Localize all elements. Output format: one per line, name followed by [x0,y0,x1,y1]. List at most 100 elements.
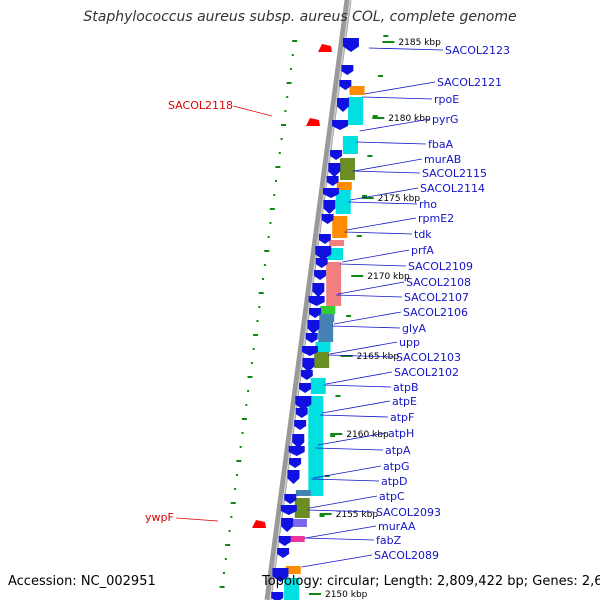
gene-label: rho [419,198,437,211]
label-leader [337,281,405,295]
gene-label: atpE [392,395,417,408]
gc-skew-mark [278,152,281,154]
label-leader [327,354,395,358]
gene-arrow [281,518,294,532]
cog-block [295,490,311,496]
rrna-marker [306,118,320,126]
label-leader [309,495,378,509]
gc-skew-mark [281,124,287,126]
cog-block [308,396,324,496]
gene-label: atpD [381,475,408,488]
gc-skew-mark [286,82,292,84]
gc-skew-mark [219,586,225,588]
gc-skew-mark [269,208,275,210]
label-leader [348,201,418,205]
cog-block [336,182,352,190]
gene-arrow [332,120,349,130]
gene-arrow [284,494,297,504]
kbp-tick-label: 2155 kbp [336,510,379,520]
gc-skew-mark [286,96,289,98]
gene-arrow [301,346,318,356]
gc-skew-mark [256,320,259,322]
gc-skew-mark [236,460,242,462]
cog-block [294,498,310,518]
gene-arrow [339,80,352,90]
gc-skew-mark [241,418,247,420]
gene-arrow [300,370,313,380]
gene-arrow [272,568,289,582]
cog-block [326,262,342,306]
gene-arrow [299,383,312,393]
gc-skew-mark [269,222,272,224]
gc-skew-mark [239,446,242,448]
gc-skew-mark [230,502,236,504]
gene-arrow [305,333,318,343]
gc-skew-mark [224,558,227,560]
gc-skew-mark [335,395,341,397]
gene-label: SACOL2123 [445,44,510,57]
cog-track [284,86,365,600]
label-leader [331,325,401,329]
label-leader [323,384,392,388]
gene-label-rrna: ywpF [145,511,174,524]
gene-label: murAB [424,153,461,166]
label-leader [303,537,375,541]
gene-label: SACOL2089 [374,549,439,562]
gc-skew-mark [324,475,330,477]
gc-skew-mark [275,180,278,182]
kbp-tick-label: 2150 kbp [325,590,368,600]
gene-label: fbaA [428,138,454,151]
gc-skew-mark [234,488,237,490]
gc-skew-mark [230,516,233,518]
gene-arrow [318,234,331,244]
gene-arrow [307,320,320,334]
rrna-marker [252,520,266,528]
gc-skew-mark [273,194,276,196]
label-leader [368,47,444,51]
cog-block [329,240,345,246]
gc-skew-mark [275,166,281,168]
cog-block [332,216,348,238]
gene-label: atpB [393,381,419,394]
gene-arrow [309,308,322,318]
label-leader-rrna [233,105,273,117]
gc-skew-mark [262,278,265,280]
gc-skew-mark [241,432,244,434]
label-leader [364,81,436,95]
gc-skew-mark [247,376,253,378]
gc-skew-mark [330,435,336,437]
kbp-tick-label: 2185 kbp [398,38,441,48]
label-leader [352,170,421,174]
cog-block [284,578,300,600]
gc-skew-mark [253,334,259,336]
gc-skew-mark [319,515,325,517]
label-leader [340,263,407,267]
cog-block [315,342,331,352]
gene-arrow [289,458,302,468]
gc-skew-mark [264,250,270,252]
gene-arrow [287,470,300,484]
gene-arrow [341,65,354,75]
gene-labels: SACOL2123SACOL2121rpoEpyrGfbaAmurABSACOL… [145,44,510,568]
gc-skew-mark [225,544,231,546]
label-leader [342,249,410,263]
gc-skew-mark [284,110,287,112]
gene-label: upp [399,336,420,349]
gc-skew-mark [263,264,266,266]
cog-block [291,519,307,527]
gene-label: rpmE2 [418,212,454,225]
cog-block [289,536,305,542]
gene-label: atpH [388,427,414,440]
gene-arrow [308,296,325,306]
cog-block [328,248,344,260]
gene-arrow [295,396,312,410]
gc-skew-mark [258,306,261,308]
label-leader [350,187,419,201]
gene-label: glyA [402,322,427,335]
gc-skew-mark [367,155,373,157]
gc-skew-mark [250,362,253,364]
gc-skew-mark [362,195,368,197]
gene-arrow [295,408,308,418]
cog-block [285,566,301,574]
